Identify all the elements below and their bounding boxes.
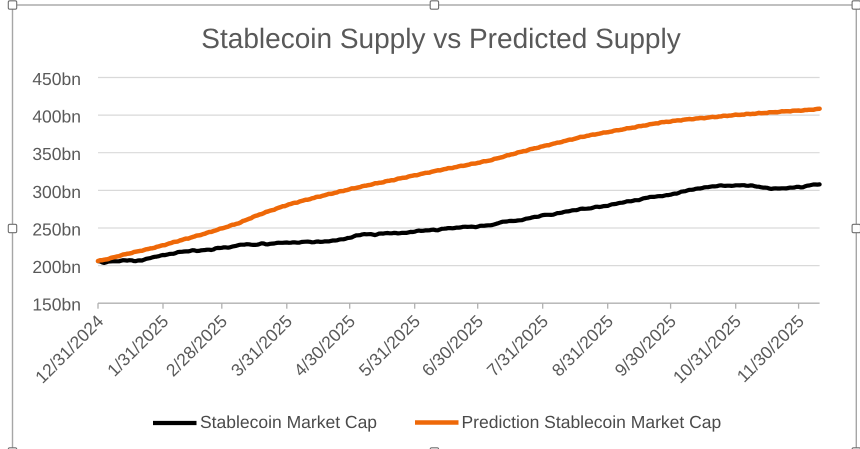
svg-text:350bn: 350bn	[32, 144, 81, 164]
svg-text:Stablecoin Market Cap: Stablecoin Market Cap	[200, 412, 377, 432]
svg-text:7/31/2025: 7/31/2025	[483, 311, 552, 380]
svg-text:10/31/2025: 10/31/2025	[669, 311, 745, 387]
svg-text:1/31/2025: 1/31/2025	[103, 311, 172, 380]
svg-text:150bn: 150bn	[32, 295, 81, 315]
svg-text:5/31/2025: 5/31/2025	[355, 311, 424, 380]
svg-text:11/30/2025: 11/30/2025	[733, 311, 808, 386]
svg-text:200bn: 200bn	[32, 257, 81, 277]
svg-text:Stablecoin Supply vs Predicted: Stablecoin Supply vs Predicted Supply	[201, 23, 680, 54]
svg-text:12/31/2024: 12/31/2024	[31, 311, 107, 387]
svg-text:Prediction Stablecoin Market C: Prediction Stablecoin Market Cap	[462, 412, 722, 432]
svg-text:6/30/2025: 6/30/2025	[418, 311, 487, 380]
svg-text:300bn: 300bn	[32, 182, 81, 202]
svg-text:450bn: 450bn	[32, 69, 81, 89]
svg-text:8/31/2025: 8/31/2025	[548, 311, 617, 380]
svg-text:2/28/2025: 2/28/2025	[162, 311, 231, 380]
svg-text:3/31/2025: 3/31/2025	[227, 311, 296, 380]
svg-text:250bn: 250bn	[32, 220, 81, 240]
svg-text:9/30/2025: 9/30/2025	[611, 311, 680, 380]
svg-text:4/30/2025: 4/30/2025	[290, 311, 359, 380]
svg-text:400bn: 400bn	[32, 107, 81, 127]
